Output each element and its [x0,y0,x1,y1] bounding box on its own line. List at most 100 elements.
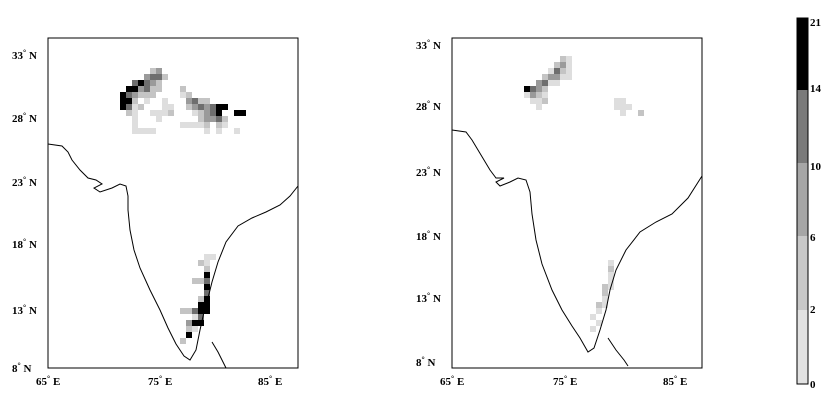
grid-cell [132,128,138,134]
grid-cell [542,98,548,104]
grid-cell [192,110,198,116]
grid-cell [566,62,572,68]
grid-cell [144,74,150,80]
grid-cell [132,104,138,110]
grid-cell [144,92,150,98]
grid-cell [204,302,210,308]
grid-cell [222,122,228,128]
grid-cell [126,98,132,104]
grid-cell [566,68,572,74]
grid-cell [542,74,548,80]
left-map-lon-label: 75° E [148,374,172,388]
grid-cell [150,80,156,86]
grid-cell [198,260,204,266]
grid-cell [560,56,566,62]
grid-cell [204,122,210,128]
colorbar-block [797,90,808,163]
grid-cell [192,98,198,104]
left-map-lat-label: 28° N [12,111,37,125]
left-map-lat-label: 8° N [12,361,31,375]
grid-cell [138,104,144,110]
grid-cell [204,260,210,266]
grid-cell [216,116,222,122]
grid-cell [554,68,560,74]
grid-cell [150,74,156,80]
left-map-lon-label: 65° E [36,374,60,388]
grid-cell [162,104,168,110]
grid-cell [560,62,566,68]
grid-cell [144,98,150,104]
left-map-coastline-srilanka [211,341,227,369]
grid-cell [216,110,222,116]
grid-cell [162,74,168,80]
right-map-coastline-srilanka [607,337,629,367]
grid-cell [198,278,204,284]
grid-cell [132,110,138,116]
grid-cell [144,86,150,92]
grid-cell [156,110,162,116]
grid-cell [150,92,156,98]
grid-cell [210,116,216,122]
grid-cell [138,80,144,86]
grid-cell [590,314,596,320]
grid-cell [204,278,210,284]
grid-cell [186,326,192,332]
grid-cell [548,74,554,80]
grid-cell [120,104,126,110]
grid-cell [608,260,614,266]
grid-cell [536,92,542,98]
grid-cell [132,92,138,98]
right-map-lat-label: 33° N [416,38,441,52]
grid-cell [620,98,626,104]
grid-cell [216,122,222,128]
left-map-lat-label: 18° N [12,237,37,251]
colorbar-label: 14 [810,83,821,95]
grid-cell [192,320,198,326]
grid-cell [566,74,572,80]
grid-cell [120,98,126,104]
grid-cell [186,320,192,326]
grid-cell [132,116,138,122]
left-map-lat-label: 13° N [12,303,37,317]
grid-cell [204,254,210,260]
right-map-lon-label: 85° E [663,374,687,388]
grid-cell [156,74,162,80]
grid-cell [126,86,132,92]
left-map-longitude-labels: 65° E 75° E 85° E [36,374,282,388]
right-map-lon-label: 75° E [553,374,577,388]
grid-cell [626,104,632,110]
grid-cell [548,68,554,74]
grid-cell [198,320,204,326]
grid-cell [198,296,204,302]
left-map-lon-label: 85° E [258,374,282,388]
grid-cell [180,338,186,344]
colorbar-block [797,163,808,236]
right-map-lat-label: 18° N [416,229,441,243]
colorbar-labels: 21 14 10 6 2 0 [810,17,821,391]
grid-cell [150,68,156,74]
grid-cell [536,104,542,110]
grid-cell [120,92,126,98]
grid-cell [180,86,186,92]
grid-cell [180,308,186,314]
grid-cell [186,98,192,104]
left-map-coastline [47,143,299,361]
colorbar-frame [796,17,809,385]
right-map-frame [451,37,703,369]
grid-cell [548,80,554,86]
grid-cell [150,128,156,134]
right-map-lat-label: 13° N [416,291,441,305]
colorbar-block [797,18,808,90]
right-map-lat-label: 28° N [416,99,441,113]
grid-cell [204,290,210,296]
grid-cell [204,284,210,290]
grid-cell [620,104,626,110]
grid-cell [204,110,210,116]
grid-cell [222,104,228,110]
grid-cell [192,326,198,332]
grid-cell [542,86,548,92]
grid-cell [560,74,566,80]
grid-cell [234,110,240,116]
left-map-panel: 33° N 28° N 23° N 18° N 13° N 8° N 65° E 75° E… [12,37,299,388]
